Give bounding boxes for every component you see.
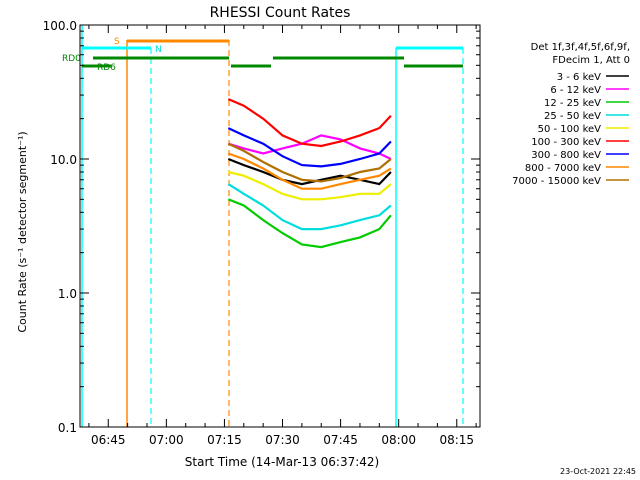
legend-label: 12 - 25 keV xyxy=(544,98,601,109)
x-axis-ticks: 06:45 07:00 07:15 07:30 07:45 08:00 08:15 xyxy=(88,25,477,447)
legend-label: 100 - 300 keV xyxy=(531,137,601,148)
series-line-3-6-kev xyxy=(227,157,392,186)
series-line-100-300-kev xyxy=(227,98,392,148)
legend-label: 300 - 800 keV xyxy=(531,150,601,161)
legend-label: 3 - 6 keV xyxy=(557,72,601,83)
series-line-7000-15000-kev xyxy=(227,142,392,183)
x-tick-label: 08:00 xyxy=(381,433,416,447)
y-tick-label: 1.0 xyxy=(58,287,77,301)
series-line-300-800-kev xyxy=(227,127,392,168)
series-line-50-100-kev xyxy=(228,170,392,201)
y-axis-ticks: 0.1 1.0 10.0 100.0 xyxy=(43,19,480,435)
x-tick-label: 06:45 xyxy=(91,433,126,447)
y-tick-label: 0.1 xyxy=(58,421,77,435)
plot-area xyxy=(80,25,480,427)
x-axis-label: Start Time (14-Mar-13 06:37:42) xyxy=(185,455,379,469)
x-tick-label: 07:15 xyxy=(207,433,242,447)
x-tick-label: 07:00 xyxy=(149,433,184,447)
x-tick-label: 07:45 xyxy=(323,433,358,447)
y-tick-label: 10.0 xyxy=(50,153,77,167)
plot-frame xyxy=(79,24,481,428)
x-tick-label: 08:15 xyxy=(439,433,474,447)
legend-header-1: Det 1f,3f,4f,5f,6f,9f, xyxy=(531,42,630,53)
legend-label: 7000 - 15000 keV xyxy=(512,176,601,187)
chart-title: RHESSI Count Rates xyxy=(210,5,351,21)
series-line-12-25-kev xyxy=(227,198,392,249)
legend-header-2: FDecim 1, Att 0 xyxy=(552,55,630,66)
series-line-25-50-kev xyxy=(227,183,392,231)
flag-lines: S N RD0 RD6 xyxy=(62,25,464,427)
y-tick-label: 100.0 xyxy=(43,19,77,33)
legend-items: 3 - 6 keV 6 - 12 keV 12 - 25 keV 25 - 50 ke… xyxy=(512,72,629,187)
x-tick-label: 07:30 xyxy=(265,433,300,447)
legend-label: 6 - 12 keV xyxy=(550,85,601,96)
flag-label-s: S xyxy=(114,37,120,47)
series-line-6-12-kev xyxy=(227,134,392,160)
flag-label-rd0: RD0 xyxy=(62,54,81,64)
y-axis-label: Count Rate (s⁻¹ detector segment⁻¹) xyxy=(16,131,29,332)
legend: Det 1f,3f,4f,5f,6f,9f, FDecim 1, Att 0 3… xyxy=(512,42,630,187)
flag-label-n: N xyxy=(155,45,162,55)
legend-label: 25 - 50 keV xyxy=(544,111,601,122)
legend-label: 800 - 7000 keV xyxy=(525,163,601,174)
timestamp: 23-Oct-2021 22:45 xyxy=(560,467,636,476)
series-line-800-7000-kev xyxy=(227,152,392,190)
data-series xyxy=(227,98,392,249)
flag-label-rd6: RD6 xyxy=(97,63,116,73)
legend-label: 50 - 100 keV xyxy=(538,124,602,135)
